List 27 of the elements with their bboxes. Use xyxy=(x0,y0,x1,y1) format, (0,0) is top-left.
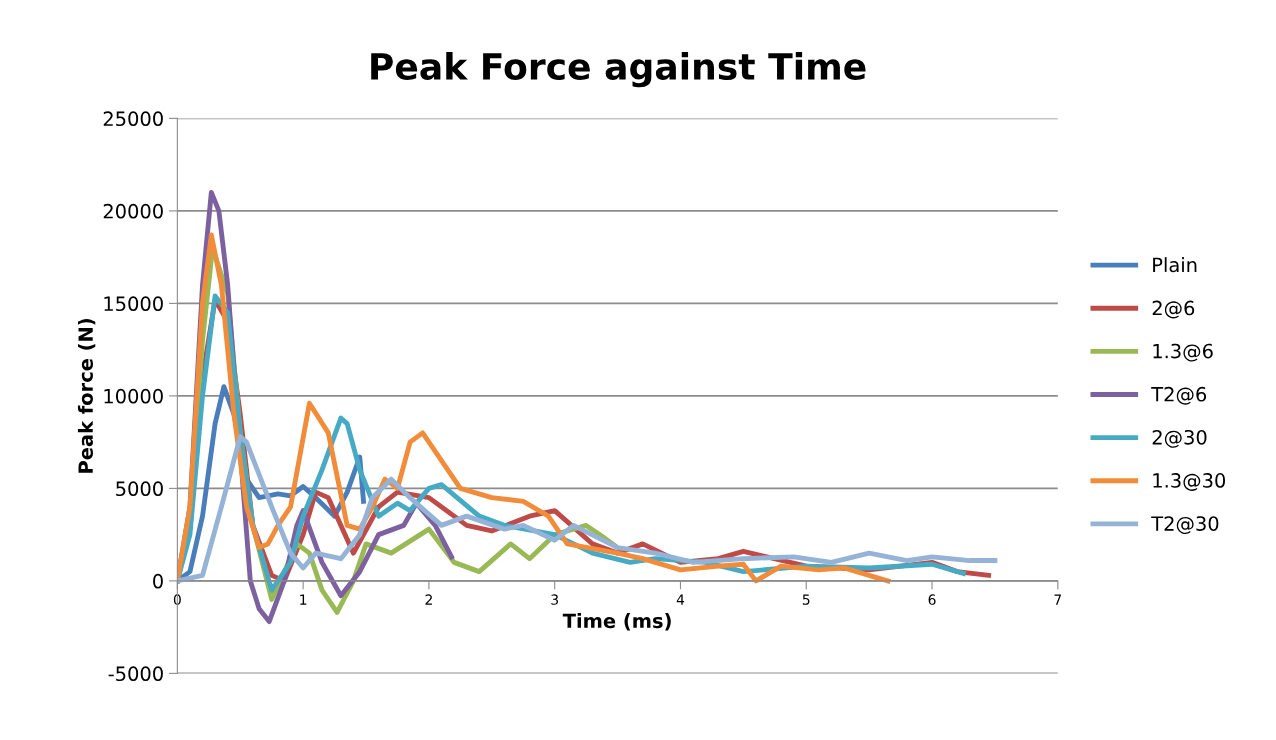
x-tick-label: 1 xyxy=(300,594,307,605)
legend-label: T2@6 xyxy=(1151,386,1207,405)
x-tick-label: 5 xyxy=(802,594,810,605)
y-tick-label: 20000 xyxy=(103,203,163,219)
legend-label: 1.3@6 xyxy=(1153,343,1213,362)
legend-label: 2@6 xyxy=(1152,300,1195,319)
legend-label: T2@30 xyxy=(1151,516,1219,535)
y-axis-title: Peak force (N) xyxy=(77,318,96,473)
x-tick-label: 7 xyxy=(1054,594,1062,605)
legend-label: 1.3@30 xyxy=(1153,473,1226,491)
chart-title: Peak Force against Time xyxy=(371,52,866,88)
y-tick-label: 15000 xyxy=(104,296,163,312)
y-tick-label: 0 xyxy=(153,573,163,589)
legend-label: Plain xyxy=(1153,257,1197,273)
x-axis-title: Time (ms) xyxy=(562,613,671,631)
y-tick-label: 25000 xyxy=(103,111,163,127)
y-tick-label: -5000 xyxy=(108,666,163,682)
line-series xyxy=(177,434,998,584)
line-series xyxy=(177,232,891,584)
x-tick-label: 4 xyxy=(676,594,685,605)
y-tick-label: 5000 xyxy=(116,481,163,497)
x-tick-label: 2 xyxy=(425,594,432,605)
y-tick-label: 10000 xyxy=(104,388,163,404)
x-tick-label: 3 xyxy=(551,594,558,605)
legend-label: 2@30 xyxy=(1152,429,1207,448)
x-tick-label: 6 xyxy=(928,594,936,605)
x-tick-label: 0 xyxy=(173,594,181,605)
